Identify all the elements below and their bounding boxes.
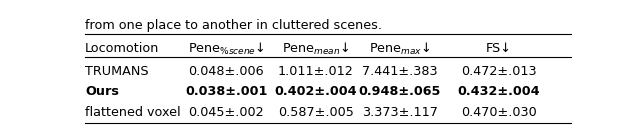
Text: 0.587±.005: 0.587±.005	[278, 106, 353, 119]
Text: Pene$_{\mathit{max}}$↓: Pene$_{\mathit{max}}$↓	[369, 41, 431, 57]
Text: 3.373±.117: 3.373±.117	[362, 106, 438, 119]
Text: TRUMANS: TRUMANS	[85, 65, 148, 78]
Text: 0.470±.030: 0.470±.030	[461, 106, 537, 119]
Text: 0.038±.001: 0.038±.001	[185, 85, 268, 98]
Text: 0.432±.004: 0.432±.004	[458, 85, 540, 98]
Text: 7.441±.383: 7.441±.383	[362, 65, 438, 78]
Text: Ours: Ours	[85, 85, 119, 98]
Text: Pene$_{\mathit{mean}}$↓: Pene$_{\mathit{mean}}$↓	[282, 41, 349, 57]
Text: 1.011±.012: 1.011±.012	[278, 65, 353, 78]
Text: Pene$_{\mathit{\%scene}}$↓: Pene$_{\mathit{\%scene}}$↓	[188, 41, 265, 57]
Text: Locomotion: Locomotion	[85, 42, 159, 55]
Text: 0.045±.002: 0.045±.002	[189, 106, 264, 119]
Text: flattened voxel: flattened voxel	[85, 106, 180, 119]
Text: 0.048±.006: 0.048±.006	[189, 65, 264, 78]
Text: 0.948±.065: 0.948±.065	[359, 85, 441, 98]
Text: from one place to another in cluttered scenes.: from one place to another in cluttered s…	[85, 19, 382, 32]
Text: 0.402±.004: 0.402±.004	[275, 85, 357, 98]
Text: 0.472±.013: 0.472±.013	[461, 65, 537, 78]
Text: FS↓: FS↓	[486, 42, 512, 55]
